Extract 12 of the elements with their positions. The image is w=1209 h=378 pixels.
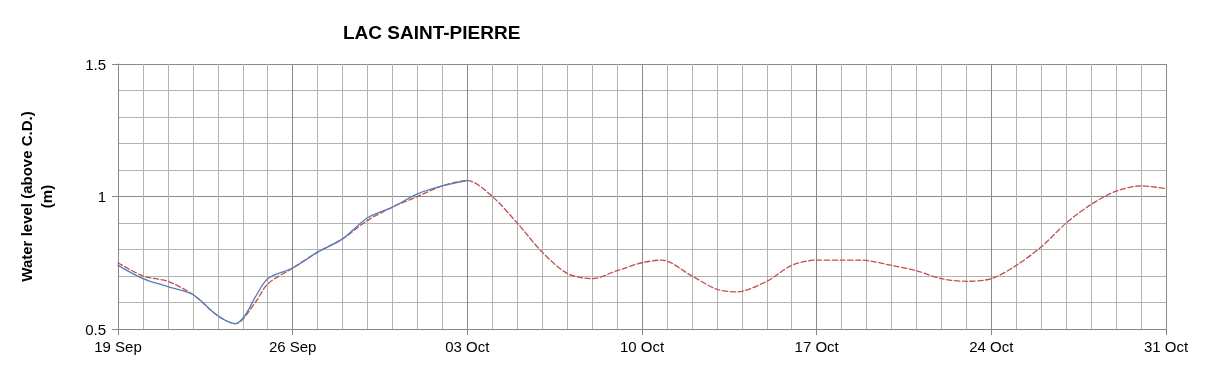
x-tick-label: 17 Oct [794,338,840,355]
x-tick-label: 31 Oct [1143,338,1189,355]
y-tick-label: 0.5 [85,320,106,338]
y-axis-title: Water level (above C.D.) (m) [17,111,55,282]
x-tick-label: 10 Oct [619,338,665,355]
x-tick-label: 19 Sep [94,338,142,355]
x-tick-label: 24 Oct [969,338,1015,355]
x-tick-label: 26 Sep [268,338,317,355]
chart-title: LAC SAINT-PIERRE [343,22,521,43]
y-tick-label: 1 [97,188,106,205]
x-tick-label: 03 Oct [445,338,491,355]
y-tick-label: 1.5 [85,55,106,73]
